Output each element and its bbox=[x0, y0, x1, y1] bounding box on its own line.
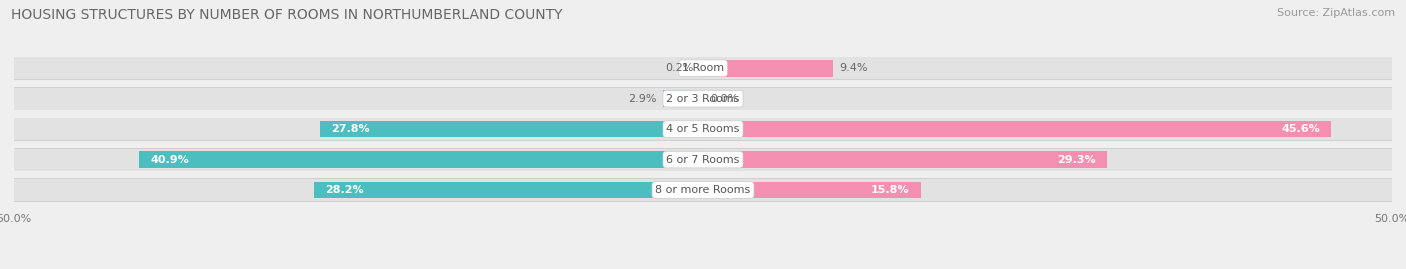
Bar bbox=[14, 57, 1392, 80]
Legend: Owner-occupied, Renter-occupied: Owner-occupied, Renter-occupied bbox=[568, 264, 838, 269]
Text: 27.8%: 27.8% bbox=[330, 124, 370, 134]
Text: 45.6%: 45.6% bbox=[1281, 124, 1320, 134]
Bar bbox=[703, 151, 1107, 168]
Bar bbox=[14, 57, 1392, 79]
Text: 6 or 7 Rooms: 6 or 7 Rooms bbox=[666, 155, 740, 165]
Bar bbox=[14, 148, 1392, 171]
Text: 29.3%: 29.3% bbox=[1057, 155, 1095, 165]
Text: HOUSING STRUCTURES BY NUMBER OF ROOMS IN NORTHUMBERLAND COUNTY: HOUSING STRUCTURES BY NUMBER OF ROOMS IN… bbox=[11, 8, 562, 22]
Text: 0.2%: 0.2% bbox=[665, 63, 693, 73]
Bar bbox=[14, 118, 1392, 140]
Bar bbox=[14, 87, 1392, 110]
Text: 2.9%: 2.9% bbox=[627, 94, 657, 104]
Bar bbox=[703, 182, 921, 199]
Bar bbox=[14, 178, 1392, 201]
Text: 4 or 5 Rooms: 4 or 5 Rooms bbox=[666, 124, 740, 134]
Text: 40.9%: 40.9% bbox=[150, 155, 190, 165]
Text: 8 or more Rooms: 8 or more Rooms bbox=[655, 185, 751, 195]
Bar bbox=[14, 88, 1392, 110]
Bar bbox=[14, 148, 1392, 171]
Text: 0.0%: 0.0% bbox=[710, 94, 738, 104]
Text: 2 or 3 Rooms: 2 or 3 Rooms bbox=[666, 94, 740, 104]
Bar bbox=[703, 121, 1331, 137]
Text: 28.2%: 28.2% bbox=[325, 185, 364, 195]
Text: 1 Room: 1 Room bbox=[682, 63, 724, 73]
Bar bbox=[321, 121, 703, 137]
Bar bbox=[315, 182, 703, 199]
Bar bbox=[14, 179, 1392, 201]
Bar bbox=[139, 151, 703, 168]
Bar bbox=[664, 90, 703, 107]
Bar bbox=[703, 60, 832, 77]
Text: 15.8%: 15.8% bbox=[872, 185, 910, 195]
Bar bbox=[14, 118, 1392, 141]
Text: Source: ZipAtlas.com: Source: ZipAtlas.com bbox=[1277, 8, 1395, 18]
Bar bbox=[700, 60, 703, 77]
Text: 9.4%: 9.4% bbox=[839, 63, 868, 73]
